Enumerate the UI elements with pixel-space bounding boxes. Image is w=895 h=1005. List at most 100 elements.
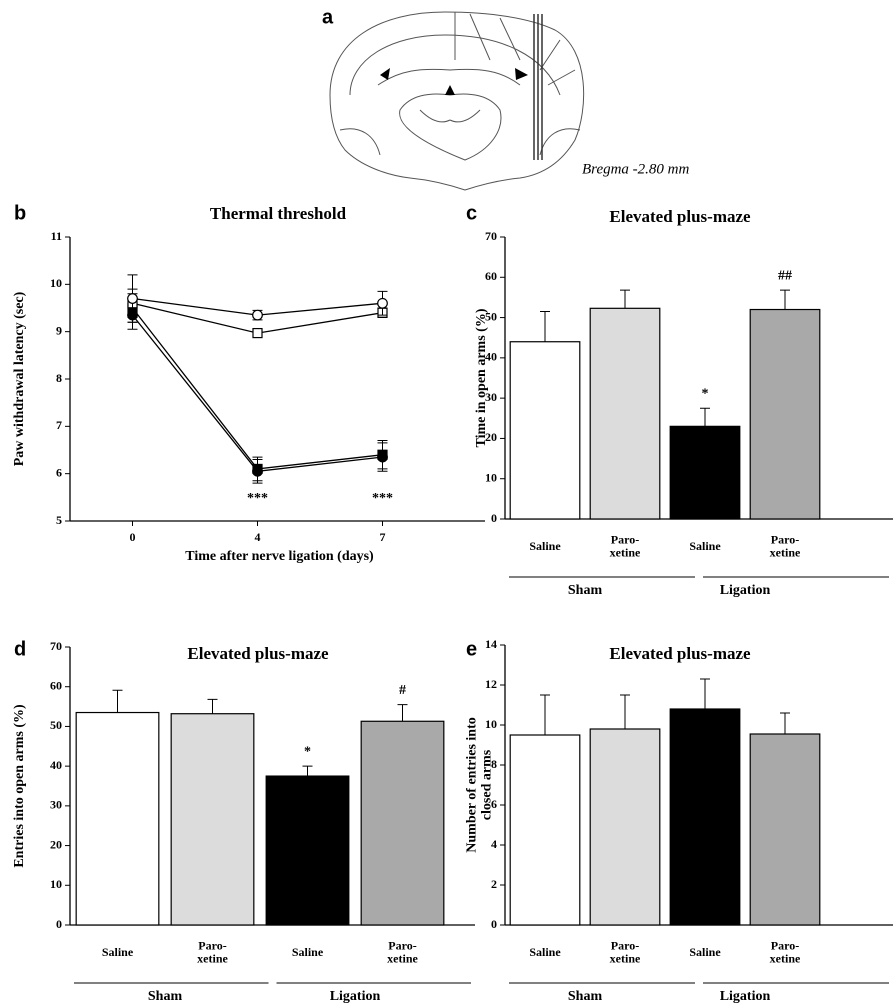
annotation: ## [778, 268, 792, 283]
annotation: *** [247, 491, 268, 506]
brain-section [329, 11, 585, 191]
bar [509, 341, 581, 520]
bar [749, 733, 821, 926]
group-label: Sham [148, 989, 183, 1004]
bar [669, 708, 741, 926]
bar [75, 711, 160, 926]
panel-letter: a [322, 6, 334, 28]
group-label: Ligation [330, 989, 381, 1004]
y-tick-label: 11 [51, 229, 62, 243]
bar [669, 425, 741, 520]
bar [589, 728, 661, 926]
bar [749, 308, 821, 520]
x-tick-label: Paro-xetine [610, 938, 641, 965]
series-line [131, 314, 383, 472]
error-bar [540, 694, 550, 735]
chart-title: Thermal threshold [210, 204, 347, 223]
y-tick-label: 70 [50, 639, 62, 653]
marker [377, 297, 388, 309]
error-bar [302, 765, 313, 777]
x-tick-label: 4 [255, 530, 261, 544]
y-tick-label: 10 [485, 470, 497, 484]
group-label: Ligation [720, 583, 771, 598]
y-tick-label: 20 [50, 837, 62, 851]
x-tick-label: Paro-xetine [610, 532, 641, 559]
y-tick-label: 10 [50, 877, 62, 891]
bar [170, 713, 255, 926]
x-tick-label: 0 [130, 530, 136, 544]
y-tick-label: 0 [491, 511, 497, 525]
x-tick-label: Saline [102, 945, 134, 959]
y-tick-label: 40 [485, 350, 497, 364]
annotation: # [399, 683, 406, 698]
bar [509, 734, 581, 926]
y-tick-label: 12 [485, 677, 497, 691]
y-tick-label: 10 [50, 276, 62, 290]
panel-letter: d [14, 638, 26, 660]
y-tick-label: 6 [56, 465, 62, 479]
y-tick-label: 8 [491, 757, 497, 771]
error-bar [207, 698, 218, 714]
y-tick-label: 0 [56, 917, 62, 931]
y-tick-label: 60 [50, 678, 62, 692]
group-label: Sham [568, 989, 603, 1004]
marker [252, 327, 263, 339]
marker [377, 451, 388, 463]
x-tick-label: Saline [529, 539, 561, 553]
x-tick-label: Saline [529, 945, 561, 959]
y-tick-label: 50 [485, 309, 497, 323]
y-tick-label: 4 [491, 837, 497, 851]
error-bar [112, 689, 123, 713]
error-bar [700, 678, 710, 709]
y-tick-label: 8 [56, 371, 62, 385]
group-label: Ligation [720, 989, 771, 1004]
y-axis-label: Paw withdrawal latency (sec) [12, 291, 27, 466]
y-tick-label: 70 [485, 229, 497, 243]
y-tick-label: 14 [485, 637, 497, 651]
x-tick-label: Saline [689, 945, 721, 959]
y-tick-label: 60 [485, 269, 497, 283]
bar [589, 307, 661, 520]
panel-letter: e [466, 638, 477, 660]
y-tick-label: 10 [485, 717, 497, 731]
marker [252, 465, 263, 477]
y-tick-label: 20 [485, 430, 497, 444]
chart-title: Elevated plus-maze [609, 644, 751, 663]
y-axis-label: Entries into open arms (%) [12, 704, 27, 868]
x-tick-label: 7 [380, 530, 386, 544]
error-bar [397, 704, 408, 722]
y-axis-label: Time in open arms (%) [474, 308, 489, 447]
y-tick-label: 2 [491, 877, 497, 891]
marker [127, 293, 138, 304]
x-axis-label: Time after nerve ligation (days) [185, 549, 374, 564]
bar [360, 720, 445, 926]
caption: Bregma -2.80 mm [582, 161, 690, 177]
x-tick-label: Paro-xetine [770, 938, 801, 965]
annotation: * [304, 744, 311, 759]
error-bar [620, 694, 630, 729]
y-tick-label: 50 [50, 718, 62, 732]
chart-title: Elevated plus-maze [187, 644, 329, 663]
x-tick-label: Paro-xetine [770, 532, 801, 559]
y-tick-label: 0 [491, 917, 497, 931]
y-tick-label: 5 [56, 513, 62, 527]
error-bar [540, 311, 550, 342]
y-tick-label: 40 [50, 758, 62, 772]
x-tick-label: Paro-xetine [197, 938, 228, 965]
bar [265, 775, 350, 926]
error-bar [700, 407, 710, 427]
y-tick-label: 6 [491, 797, 497, 811]
x-tick-label: Saline [292, 945, 324, 959]
y-tick-label: 7 [56, 418, 62, 432]
annotation: *** [372, 491, 393, 506]
marker [252, 309, 263, 321]
x-tick-label: Saline [689, 539, 721, 553]
chart-title: Elevated plus-maze [609, 207, 751, 226]
y-tick-label: 9 [56, 323, 62, 337]
y-tick-label: 30 [485, 390, 497, 404]
y-axis-label: Number of entries intoclosed arms [465, 717, 495, 852]
x-tick-label: Paro-xetine [387, 938, 418, 965]
error-bar [780, 289, 790, 310]
panel-letter: c [466, 202, 477, 224]
